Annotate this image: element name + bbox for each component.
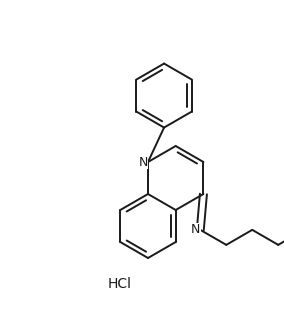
Text: N: N <box>138 155 148 168</box>
Text: HCl: HCl <box>107 277 131 291</box>
Text: N: N <box>191 223 200 236</box>
